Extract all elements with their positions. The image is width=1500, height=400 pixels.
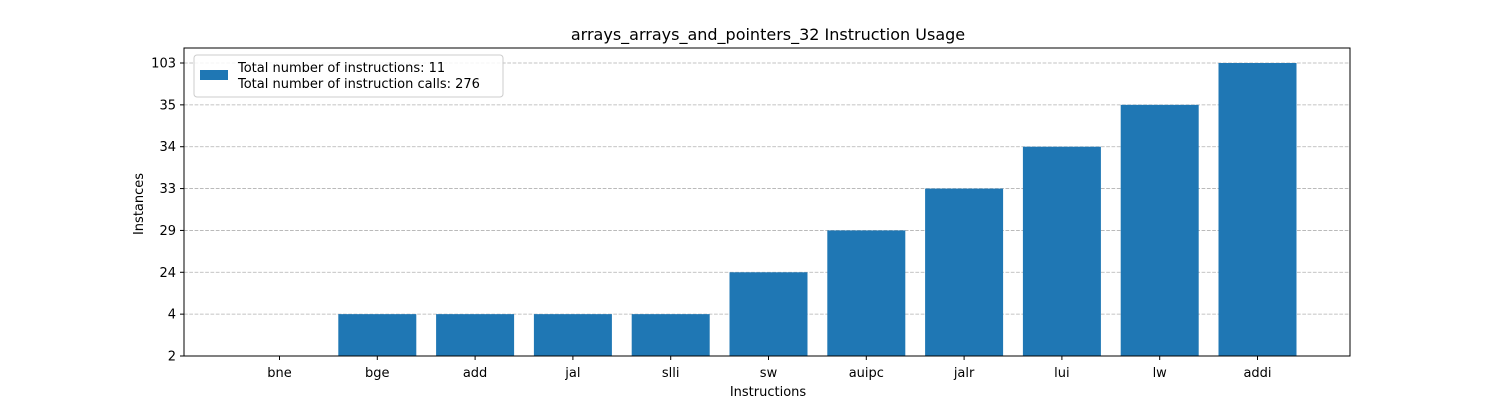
x-tick-label-bge: bge bbox=[365, 366, 390, 381]
y-tick-label: 35 bbox=[159, 98, 176, 113]
bar-auipc bbox=[827, 230, 906, 356]
legend-line-instructions: Total number of instructions: 11 bbox=[237, 61, 445, 76]
bar-bge bbox=[338, 314, 417, 356]
legend: Total number of instructions: 11 Total n… bbox=[193, 54, 504, 98]
bar-lui bbox=[1022, 146, 1101, 356]
x-tick-label-addi: addi bbox=[1243, 366, 1271, 381]
x-ticks: bne bge add jal slli sw auipc jalr lui lw addi bbox=[267, 356, 1272, 381]
x-tick-label-lui: lui bbox=[1054, 366, 1069, 381]
y-tick-label: 29 bbox=[159, 224, 176, 239]
chart-title: arrays_arrays_and_pointers_32 Instructio… bbox=[571, 25, 965, 45]
x-tick-label-auipc: auipc bbox=[849, 366, 884, 381]
plot-frame bbox=[183, 47, 1351, 357]
x-tick-label-bne: bne bbox=[267, 366, 292, 381]
y-tick-label: 33 bbox=[159, 182, 176, 197]
x-tick-label-jalr: jalr bbox=[953, 366, 975, 381]
y-tick-label: 2 bbox=[168, 350, 176, 365]
x-tick-label-slli: slli bbox=[662, 366, 680, 381]
y-tick-label: 4 bbox=[168, 308, 176, 323]
y-tick-label: 103 bbox=[151, 57, 176, 72]
x-axis-label: Instructions bbox=[730, 385, 807, 400]
legend-box bbox=[193, 54, 504, 98]
legend-swatch bbox=[200, 70, 228, 80]
bar-add bbox=[436, 314, 515, 356]
legend-line-calls: Total number of instruction calls: 276 bbox=[237, 77, 480, 92]
x-tick-label-sw: sw bbox=[760, 366, 778, 381]
bar-sw bbox=[729, 272, 808, 356]
bar-jal bbox=[533, 314, 612, 356]
y-axis-label: Instances bbox=[132, 173, 147, 235]
y-tick-label: 24 bbox=[159, 266, 176, 281]
bar-jalr bbox=[925, 188, 1004, 356]
bars bbox=[338, 63, 1297, 356]
x-tick-label-lw: lw bbox=[1153, 366, 1168, 381]
y-tick-label: 34 bbox=[159, 140, 176, 155]
bar-slli bbox=[631, 314, 710, 356]
bar-addi bbox=[1218, 63, 1297, 356]
x-tick-label-jal: jal bbox=[564, 366, 580, 381]
x-tick-label-add: add bbox=[463, 366, 487, 381]
bar-lw bbox=[1120, 104, 1199, 356]
